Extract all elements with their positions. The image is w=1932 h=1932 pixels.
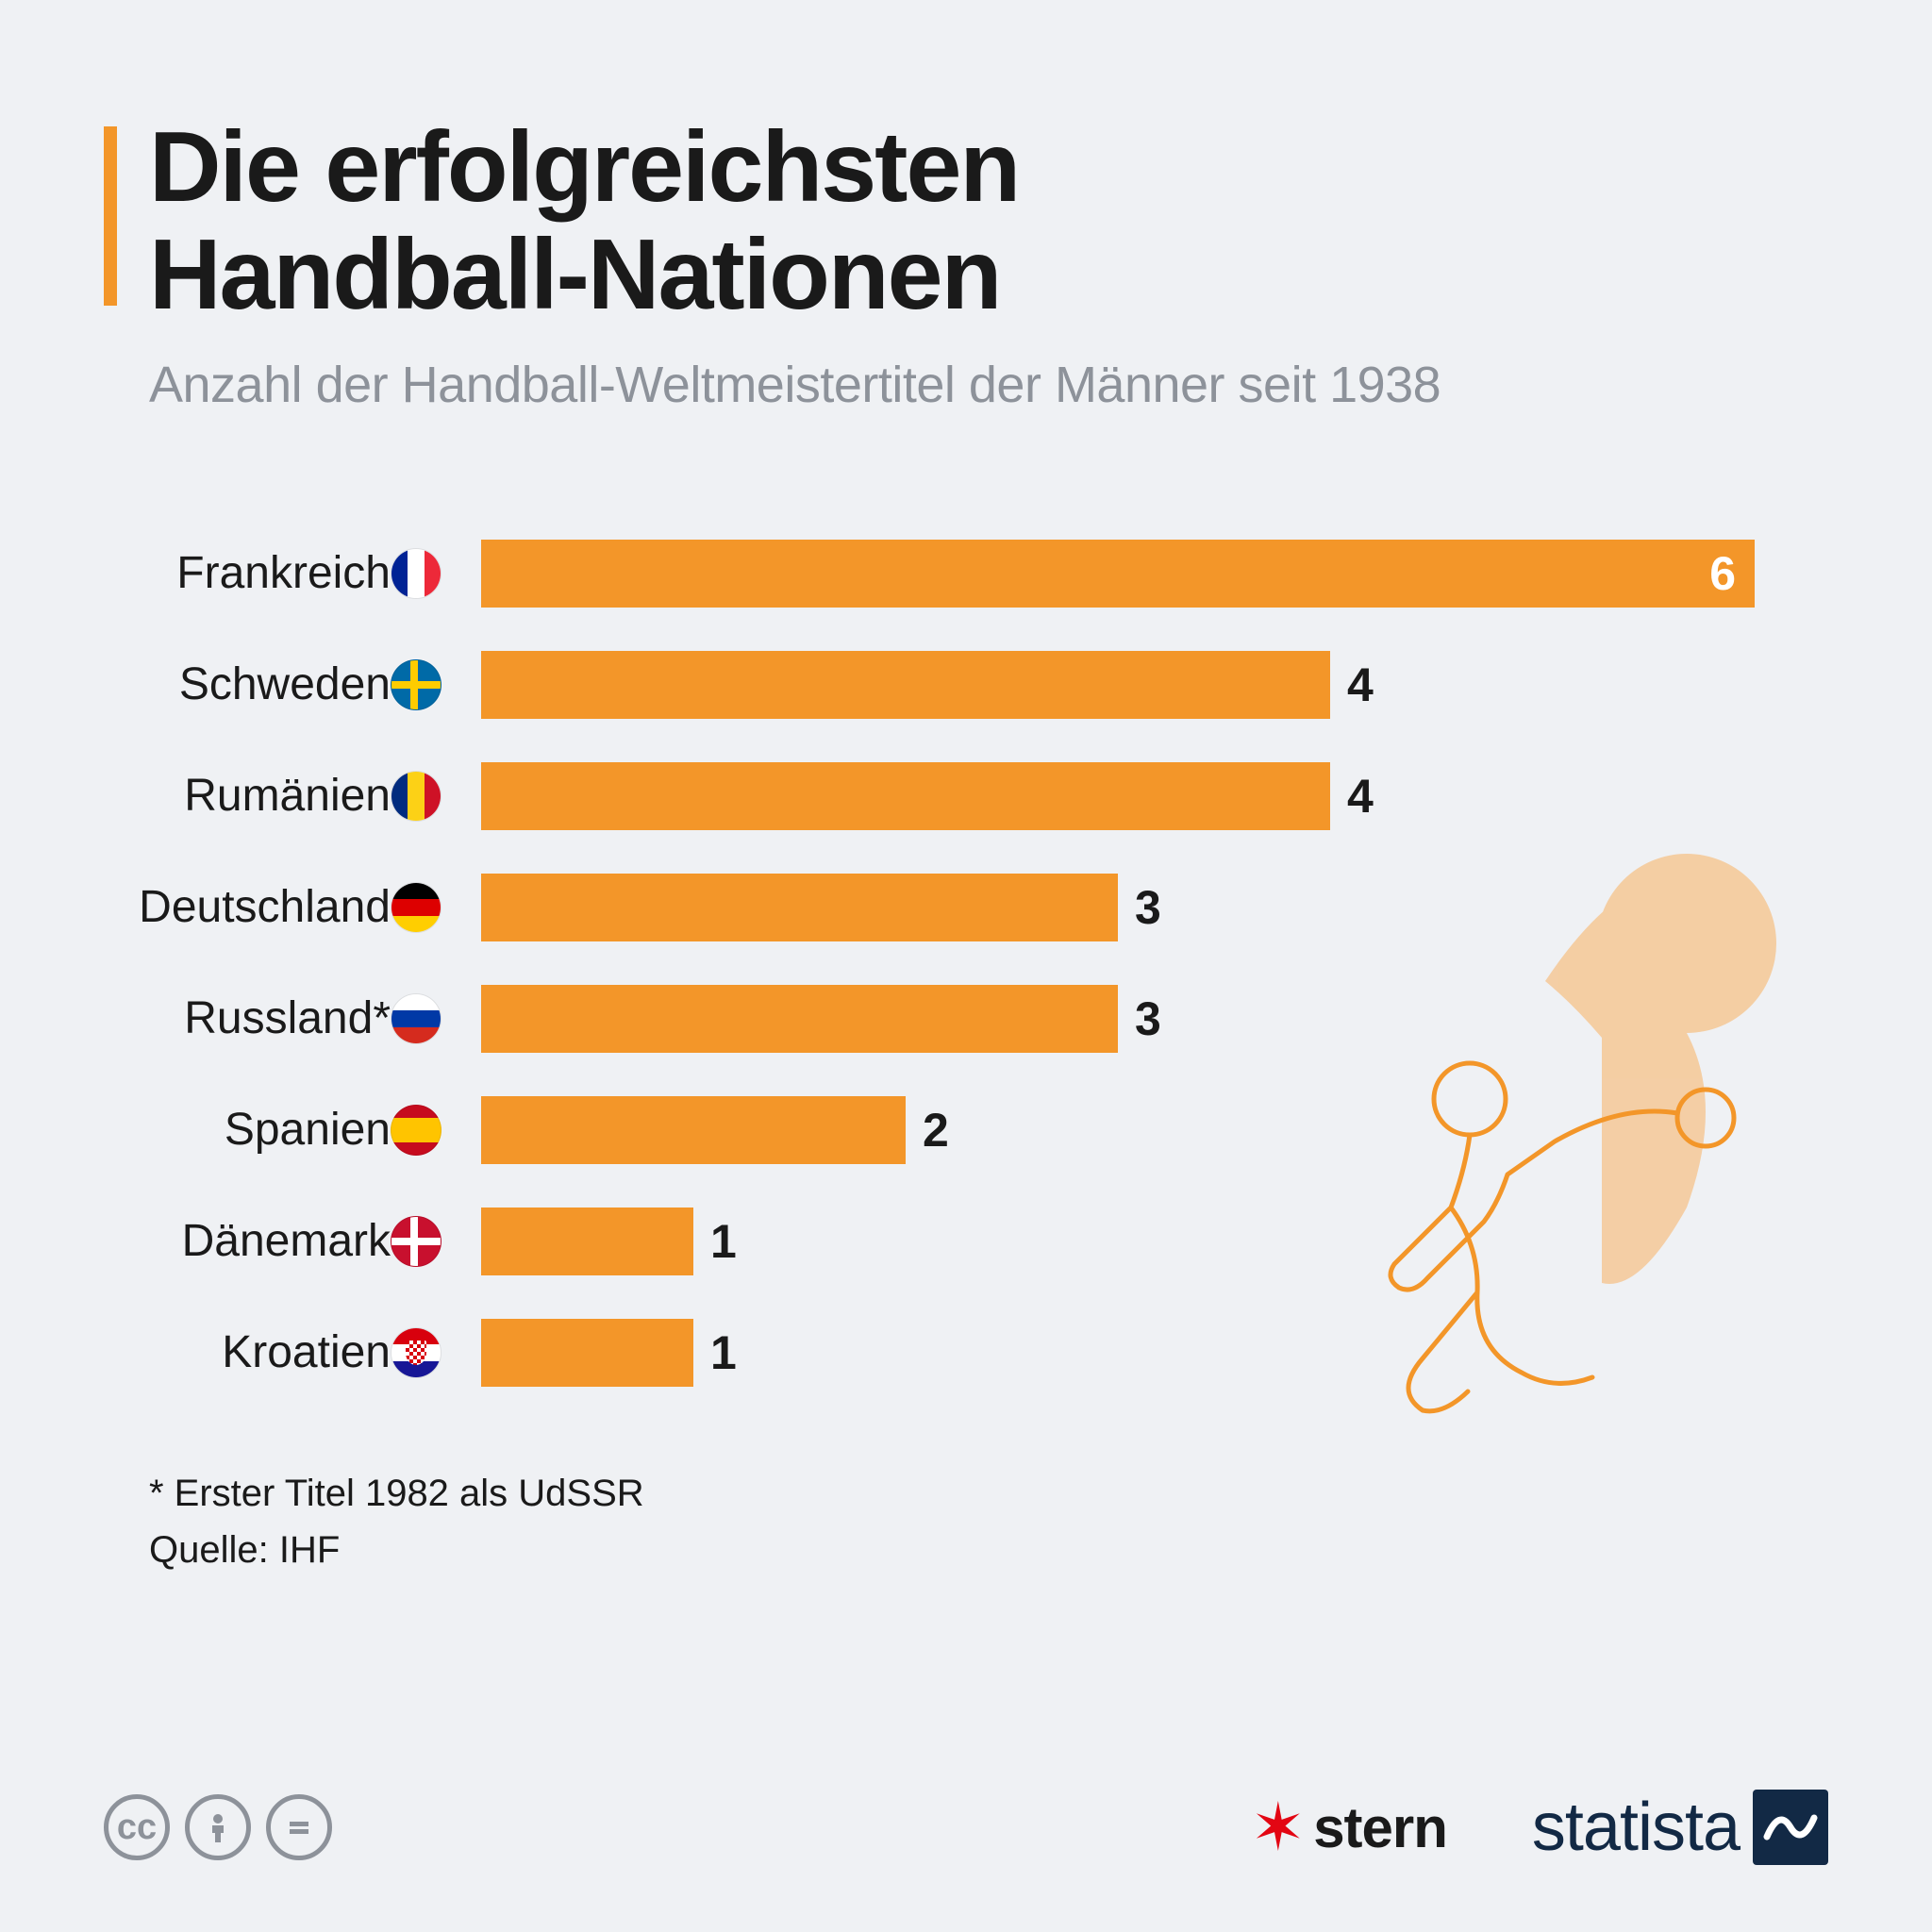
chart-row: Schweden 4 (104, 629, 1828, 741)
title-line-2: Handball-Nationen (149, 219, 1000, 330)
chart-title: Die erfolgreichsten Handball-Nationen (149, 113, 1828, 329)
country-label: Spanien (225, 1104, 391, 1156)
bar-value: 4 (1347, 658, 1374, 712)
cc-by-icon (185, 1794, 251, 1860)
bar-value: 3 (1135, 991, 1161, 1046)
bar-value: 4 (1347, 769, 1374, 824)
flag-sweden (391, 659, 441, 710)
bar: 6 (481, 540, 1755, 608)
country-label: Kroatien (222, 1326, 391, 1378)
flag-russia (391, 993, 441, 1044)
bar (481, 874, 1118, 941)
country-label: Dänemark (182, 1215, 391, 1267)
country-label: Russland* (184, 992, 391, 1044)
footnote-source: Quelle: IHF (149, 1522, 1828, 1578)
bar-value: 6 (1709, 546, 1736, 601)
country-label: Schweden (179, 658, 391, 710)
flag-spain (391, 1105, 441, 1156)
bar-value: 1 (710, 1214, 737, 1269)
flag-croatia (391, 1327, 441, 1378)
bar (481, 985, 1118, 1053)
flag-france (391, 548, 441, 599)
title-accent-bar (104, 126, 117, 306)
statista-logo: statista (1532, 1789, 1828, 1866)
footnote-asterisk: * Erster Titel 1982 als UdSSR (149, 1465, 1828, 1522)
bar (481, 762, 1330, 830)
cc-icon: cc (104, 1794, 170, 1860)
country-label: Rumänien (184, 770, 391, 822)
stern-logo: ✶ stern (1251, 1794, 1447, 1860)
bar-value: 1 (710, 1325, 737, 1380)
title-line-1: Die erfolgreichsten (149, 111, 1019, 223)
statista-text: statista (1532, 1789, 1740, 1866)
country-label: Frankreich (176, 547, 391, 599)
stern-text: stern (1313, 1795, 1447, 1860)
bar-value: 3 (1135, 880, 1161, 935)
chart-row: Rumänien 4 (104, 741, 1828, 852)
bar (481, 651, 1330, 719)
country-label: Deutschland (139, 881, 391, 933)
flag-germany (391, 882, 441, 933)
statista-wave-icon (1753, 1790, 1828, 1865)
flag-romania (391, 771, 441, 822)
chart-subtitle: Anzahl der Handball-Weltmeistertitel der… (149, 356, 1828, 414)
handball-decoration (1357, 849, 1809, 1415)
bar (481, 1208, 693, 1275)
cc-nd-icon (266, 1794, 332, 1860)
cc-license-icons: cc (104, 1794, 332, 1860)
stern-star-icon: ✶ (1251, 1794, 1307, 1860)
flag-denmark (391, 1216, 441, 1267)
footnotes: * Erster Titel 1982 als UdSSR Quelle: IH… (149, 1465, 1828, 1578)
bar (481, 1319, 693, 1387)
bar (481, 1096, 906, 1164)
chart-row: Frankreich 6 (104, 518, 1828, 629)
bar-value: 2 (923, 1103, 949, 1158)
